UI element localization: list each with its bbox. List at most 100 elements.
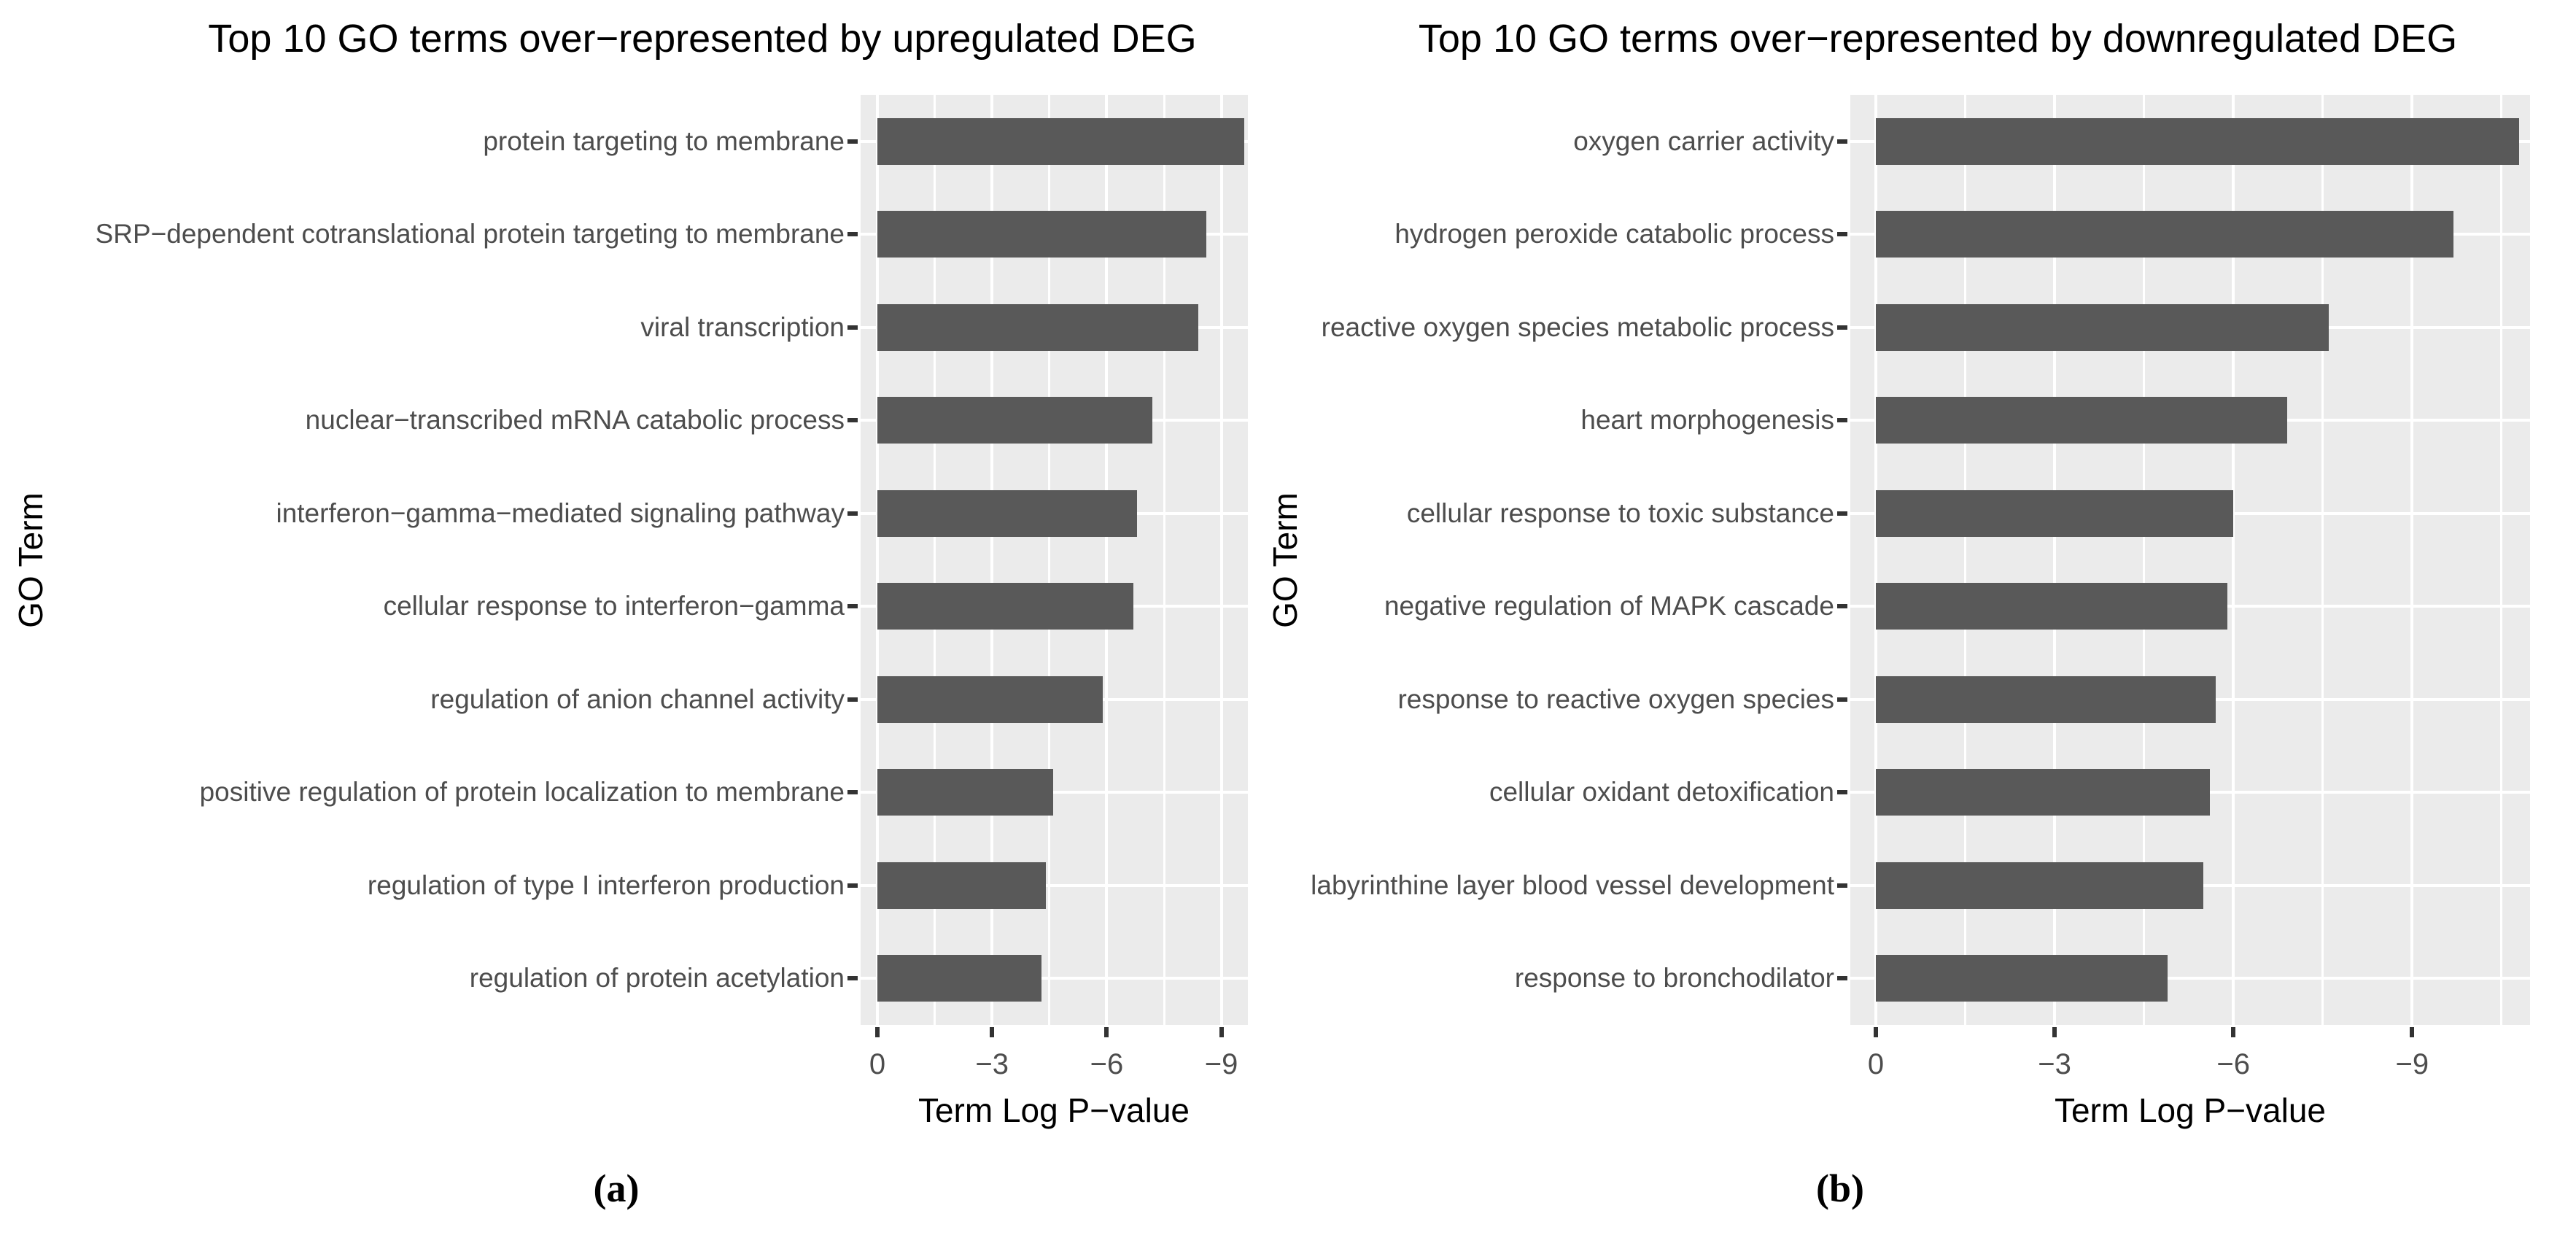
y-tick [847, 232, 858, 237]
bar [877, 117, 1245, 165]
chart-title: Top 10 GO terms over−represented by upre… [208, 17, 1197, 61]
x-tick [875, 1027, 880, 1037]
y-tick [847, 790, 858, 795]
y-tick [847, 418, 858, 423]
gridline-major [1105, 95, 1109, 1025]
category-label: labyrinthine layer blood vessel developm… [1311, 870, 1834, 900]
y-tick [1837, 139, 1847, 144]
x-tick-label: −6 [2216, 1048, 2250, 1080]
gridline-minor [1048, 95, 1051, 1025]
x-tick [1874, 1027, 1878, 1037]
y-tick [1837, 325, 1847, 330]
bar [1876, 211, 2454, 258]
x-axis-title: Term Log P−value [2054, 1091, 2327, 1129]
bar [1876, 117, 2520, 165]
plot-panel [861, 95, 1248, 1025]
x-tick [1104, 1027, 1109, 1037]
category-label: response to reactive oxygen species [1397, 684, 1834, 714]
chart-title: Top 10 GO terms over−represented by down… [1418, 17, 2458, 61]
x-tick-label: 0 [1867, 1048, 1885, 1080]
y-tick [847, 325, 858, 330]
bar [1876, 862, 2204, 909]
gridline-major [1219, 95, 1223, 1025]
gridline-minor [2143, 95, 2146, 1025]
x-tick-label: −6 [1090, 1048, 1124, 1080]
bar [1876, 397, 2287, 444]
y-tick [1837, 883, 1847, 888]
bar [877, 862, 1046, 909]
category-label: interferon−gamma−mediated signaling path… [276, 498, 845, 528]
category-label: nuclear−transcribed mRNA catabolic proce… [305, 405, 845, 435]
category-label: cellular oxidant detoxification [1489, 777, 1834, 808]
x-tick [990, 1027, 995, 1037]
category-label: viral transcription [640, 311, 845, 342]
x-tick-label: −9 [2395, 1048, 2429, 1080]
category-label: regulation of protein acetylation [469, 963, 845, 994]
x-tick-label: 0 [869, 1048, 886, 1080]
gridline-major [2410, 95, 2414, 1025]
gridline-major [2232, 95, 2235, 1025]
gridline-minor [2321, 95, 2324, 1025]
bar [877, 211, 1206, 258]
y-tick [1837, 697, 1847, 702]
bar [877, 769, 1054, 816]
y-axis-title: GO Term [1266, 492, 1304, 628]
gridline-major [876, 95, 879, 1025]
category-label: cellular response to toxic substance [1406, 498, 1834, 528]
gridline-major [990, 95, 994, 1025]
gridline-major [2053, 95, 2057, 1025]
bar [1876, 955, 2168, 1002]
bar [877, 583, 1134, 630]
gridline-horizontal [861, 977, 1248, 980]
gridline-horizontal [861, 791, 1248, 794]
bar [877, 397, 1153, 444]
category-label: regulation of type I interferon producti… [367, 870, 845, 900]
gridline-minor [2500, 95, 2503, 1025]
x-tick-label: −3 [975, 1048, 1009, 1080]
y-tick [1837, 604, 1847, 609]
y-tick [847, 976, 858, 981]
bar [877, 303, 1199, 351]
bar [1876, 489, 2234, 537]
bar [877, 955, 1042, 1002]
x-tick [2410, 1027, 2415, 1037]
category-label: positive regulation of protein localizat… [199, 777, 845, 808]
category-label: negative regulation of MAPK cascade [1384, 591, 1834, 622]
category-label: SRP−dependent cotranslational protein ta… [95, 219, 845, 249]
gridline-minor [1964, 95, 1967, 1025]
gridline-minor [934, 95, 936, 1025]
x-tick-label: −9 [1204, 1048, 1238, 1080]
category-label: response to bronchodilator [1514, 963, 1834, 994]
y-tick [1837, 511, 1847, 516]
bar [1876, 675, 2216, 723]
subfigure-caption-b: (b) [1816, 1166, 1864, 1210]
y-tick [847, 697, 858, 702]
category-label: heart morphogenesis [1580, 405, 1834, 435]
category-label: oxygen carrier activity [1573, 125, 1834, 156]
bar [1876, 769, 2210, 816]
y-tick [1837, 790, 1847, 795]
category-label: cellular response to interferon−gamma [383, 591, 845, 622]
subfigure-caption-a: (a) [593, 1166, 640, 1210]
category-label: hydrogen peroxide catabolic process [1394, 219, 1834, 249]
category-label: protein targeting to membrane [483, 125, 845, 156]
y-tick [1837, 418, 1847, 423]
y-tick [847, 139, 858, 144]
x-axis-title: Term Log P−value [917, 1091, 1190, 1129]
x-tick [2231, 1027, 2236, 1037]
x-tick [2052, 1027, 2057, 1037]
x-tick [1219, 1027, 1224, 1037]
gridline-horizontal [1850, 977, 2530, 980]
x-tick-label: −3 [2038, 1048, 2071, 1080]
bar [1876, 583, 2228, 630]
gridline-horizontal [861, 883, 1248, 887]
bar [877, 489, 1138, 537]
bar [877, 675, 1103, 723]
category-label: regulation of anion channel activity [430, 684, 845, 714]
y-tick [847, 604, 858, 609]
gridline-minor [1163, 95, 1165, 1025]
plot-panel [1850, 95, 2530, 1025]
